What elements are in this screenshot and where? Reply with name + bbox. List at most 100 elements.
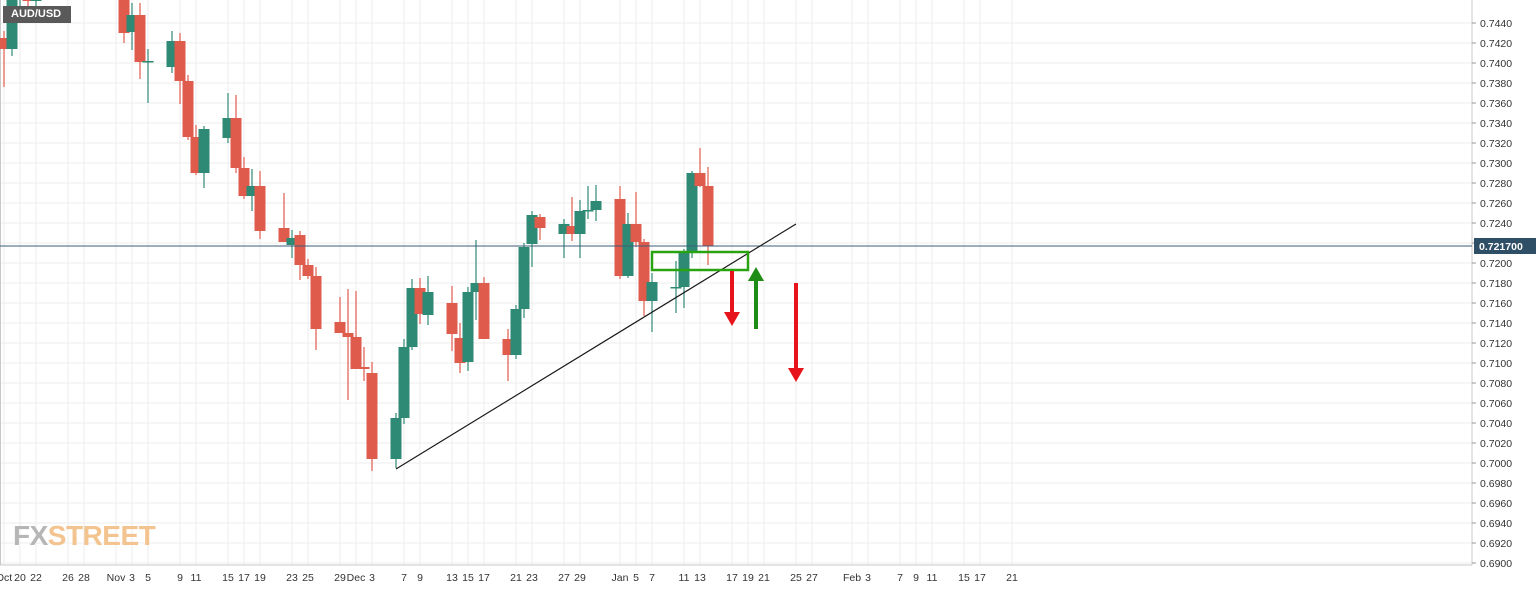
candle-body bbox=[182, 81, 194, 137]
bearish-candle bbox=[342, 289, 354, 400]
x-tick-label: 19 bbox=[254, 572, 266, 584]
bearish-candle bbox=[190, 125, 202, 175]
y-tick-label: 0.7320 bbox=[1480, 138, 1512, 150]
x-tick-label: 28 bbox=[78, 572, 90, 584]
candle-body bbox=[558, 224, 570, 234]
arrow-head bbox=[788, 368, 804, 382]
bearish-candle bbox=[310, 267, 322, 350]
watermark-fx: FX bbox=[13, 520, 48, 551]
y-tick-label: 0.7200 bbox=[1480, 258, 1512, 270]
bearish-arrow-icon bbox=[724, 271, 740, 326]
bearish-candle bbox=[174, 33, 186, 104]
x-tick-label: 20 bbox=[14, 572, 26, 584]
candle-body bbox=[510, 309, 522, 355]
bearish-candle bbox=[238, 157, 250, 199]
candle-body bbox=[166, 41, 178, 67]
bearish-candle bbox=[638, 239, 650, 316]
y-tick-label: 0.7280 bbox=[1480, 178, 1512, 190]
candle-body bbox=[350, 337, 362, 369]
candle-body bbox=[142, 61, 154, 63]
candle-body bbox=[686, 173, 698, 253]
x-tick-label: 9 bbox=[913, 572, 919, 584]
candle-body bbox=[118, 0, 130, 33]
candle-body bbox=[286, 238, 298, 245]
y-tick-label: 0.7100 bbox=[1480, 358, 1512, 370]
candles-group bbox=[0, 0, 714, 471]
x-tick-label: 3 bbox=[369, 572, 375, 584]
current-price-tag-bg bbox=[1474, 238, 1536, 254]
y-tick-label: 0.6900 bbox=[1480, 558, 1512, 570]
candle-body bbox=[534, 217, 546, 228]
x-tick-label: 19 bbox=[742, 572, 754, 584]
x-tick-label: 15 bbox=[222, 572, 234, 584]
x-tick-label: 22 bbox=[30, 572, 42, 584]
candle-body bbox=[422, 292, 434, 315]
candle-body bbox=[126, 15, 138, 32]
y-tick-label: 0.7420 bbox=[1480, 38, 1512, 50]
candle-body bbox=[574, 211, 586, 234]
candle-body bbox=[630, 224, 642, 242]
x-tick-label: 29 bbox=[334, 572, 346, 584]
candle-body bbox=[446, 303, 458, 334]
x-tick-label: 17 bbox=[238, 572, 250, 584]
arrow-head bbox=[748, 267, 764, 281]
watermark-street: STREET bbox=[47, 520, 156, 551]
candle-body bbox=[590, 201, 602, 210]
bullish-candle bbox=[19, 0, 21, 8]
x-tick-label: 15 bbox=[958, 572, 970, 584]
bullish-candle bbox=[470, 240, 482, 320]
y-tick-label: 0.6960 bbox=[1480, 498, 1512, 510]
bearish-arrow-icon bbox=[788, 283, 804, 382]
bearish-candle bbox=[294, 231, 306, 280]
candle-body bbox=[670, 287, 682, 289]
y-tick-label: 0.7020 bbox=[1480, 438, 1512, 450]
x-tick-label: 3 bbox=[129, 572, 135, 584]
candle-body bbox=[694, 173, 706, 186]
bullish-candle bbox=[646, 273, 658, 332]
x-tick-label: 21 bbox=[1006, 572, 1018, 584]
candle-body bbox=[390, 418, 402, 459]
candle-body bbox=[22, 0, 34, 1]
x-tick-label: 7 bbox=[649, 572, 655, 584]
x-tick-label: 3 bbox=[865, 572, 871, 584]
x-tick-label: 23 bbox=[286, 572, 298, 584]
bullish-candle bbox=[126, 3, 138, 50]
bullish-candle bbox=[422, 276, 434, 325]
candle-body bbox=[302, 265, 314, 276]
bullish-candle bbox=[558, 219, 570, 258]
bearish-candle bbox=[694, 148, 706, 187]
x-tick-label: 23 bbox=[526, 572, 538, 584]
bearish-candle bbox=[614, 186, 626, 279]
bearish-candle bbox=[454, 323, 466, 373]
candle-body bbox=[174, 41, 186, 81]
y-tick-label: 0.6980 bbox=[1480, 478, 1512, 490]
y-tick-label: 0.6920 bbox=[1480, 538, 1512, 550]
y-tick-label: 0.7120 bbox=[1480, 338, 1512, 350]
x-tick-label: 21 bbox=[758, 572, 770, 584]
candle-body bbox=[0, 38, 10, 49]
candle-body bbox=[238, 168, 250, 196]
candle-body bbox=[454, 338, 466, 363]
bullish-candle bbox=[166, 31, 178, 73]
y-tick-label: 0.7040 bbox=[1480, 418, 1512, 430]
bullish-candle bbox=[686, 171, 698, 258]
bearish-candle bbox=[414, 278, 426, 324]
candle-body bbox=[366, 373, 378, 459]
x-tick-label: 7 bbox=[401, 572, 407, 584]
bullish-candle bbox=[518, 243, 530, 318]
x-tick-label: 17 bbox=[974, 572, 986, 584]
y-tick-label: 0.7300 bbox=[1480, 158, 1512, 170]
candle-body bbox=[622, 224, 634, 276]
candle-body bbox=[198, 129, 210, 173]
symbol-label: AUD/USD bbox=[3, 6, 72, 23]
candle-body bbox=[334, 322, 346, 333]
bearish-candle bbox=[230, 95, 242, 173]
x-tick-label: 25 bbox=[790, 572, 802, 584]
bearish-candle bbox=[702, 167, 714, 265]
candle-body bbox=[294, 235, 306, 265]
candle-body bbox=[406, 288, 418, 347]
ascending-trendline bbox=[395, 223, 797, 470]
bearish-candle bbox=[502, 329, 514, 381]
candle-body bbox=[30, 0, 42, 1]
